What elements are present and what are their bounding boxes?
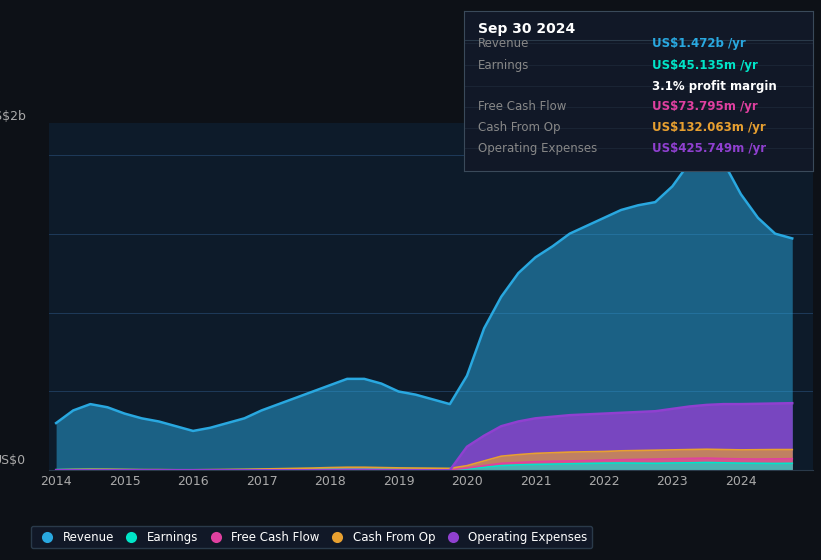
Text: Free Cash Flow: Free Cash Flow — [478, 100, 566, 113]
Text: US$45.135m /yr: US$45.135m /yr — [653, 59, 758, 72]
Text: US$0: US$0 — [0, 454, 26, 467]
Text: US$73.795m /yr: US$73.795m /yr — [653, 100, 758, 113]
Text: US$425.749m /yr: US$425.749m /yr — [653, 142, 767, 155]
Text: US$1.472b /yr: US$1.472b /yr — [653, 36, 746, 49]
Text: Operating Expenses: Operating Expenses — [478, 142, 597, 155]
Text: 3.1% profit margin: 3.1% profit margin — [653, 80, 777, 92]
Text: Revenue: Revenue — [478, 36, 530, 49]
Text: Cash From Op: Cash From Op — [478, 121, 560, 134]
Text: Sep 30 2024: Sep 30 2024 — [478, 22, 575, 36]
Text: US$2b: US$2b — [0, 110, 26, 123]
Text: Earnings: Earnings — [478, 59, 530, 72]
Text: US$132.063m /yr: US$132.063m /yr — [653, 121, 766, 134]
Legend: Revenue, Earnings, Free Cash Flow, Cash From Op, Operating Expenses: Revenue, Earnings, Free Cash Flow, Cash … — [30, 526, 592, 548]
